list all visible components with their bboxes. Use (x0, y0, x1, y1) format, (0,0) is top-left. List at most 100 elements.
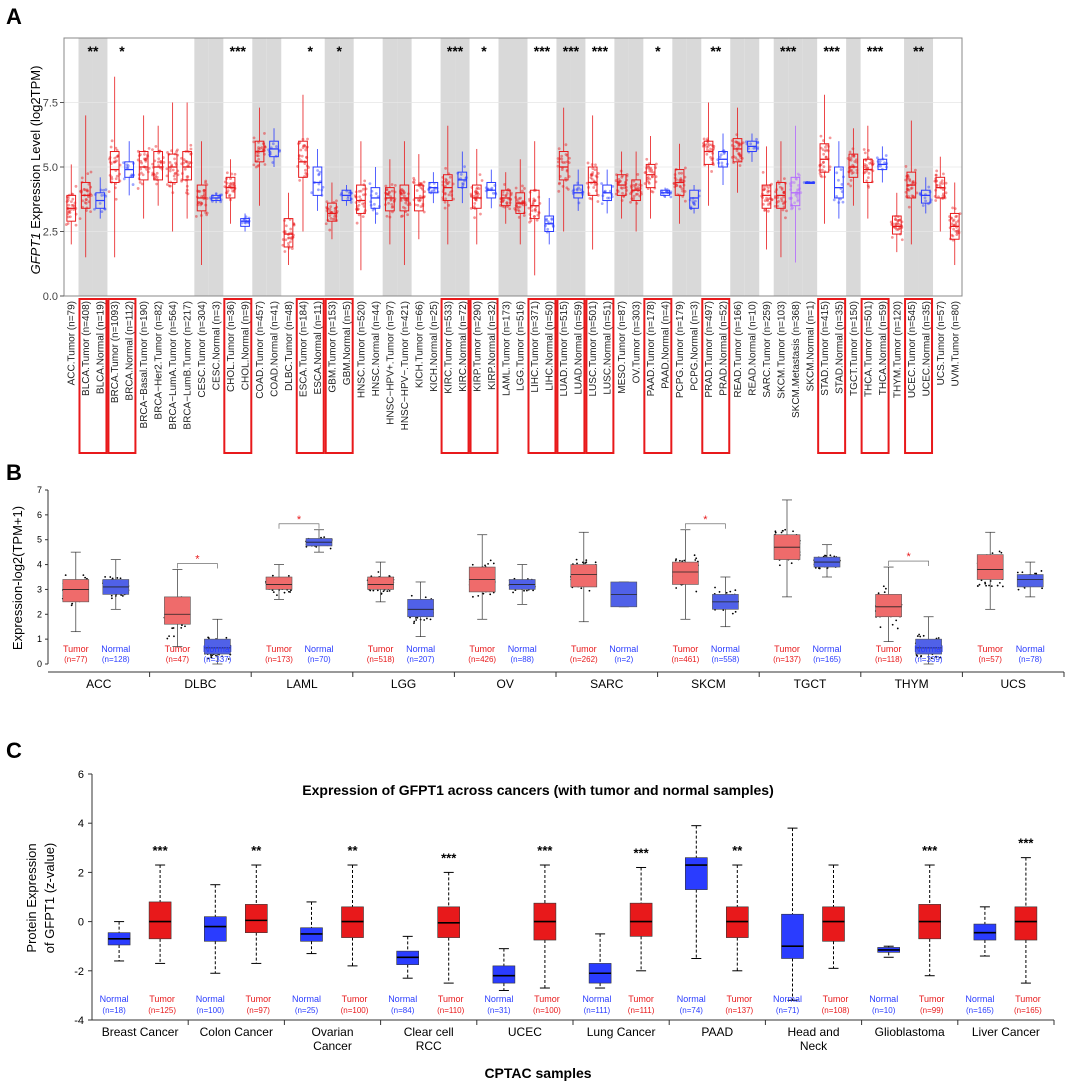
jitter-point (357, 213, 361, 217)
jitter-point (883, 161, 886, 165)
jitter-point (921, 204, 925, 207)
jitter-point (918, 191, 922, 195)
jitter-point (173, 172, 177, 176)
jitter-point (988, 584, 990, 587)
jitter-point (374, 192, 378, 195)
jitter-point (115, 155, 119, 159)
panel-c-ylabel-line2: of GFPT1 (z-value) (42, 843, 57, 954)
jitter-point (919, 635, 922, 638)
jitter-point (459, 173, 463, 176)
jitter-point (71, 602, 74, 605)
jitter-point (915, 654, 918, 656)
x-tick-label: BLCA.Normal (n=19) (96, 301, 107, 394)
tumor-label: Tumor (774, 644, 800, 654)
highlight-box (223, 298, 253, 454)
normal-label: Normal (1016, 644, 1045, 654)
jitter-point (185, 160, 189, 164)
jitter-point (678, 185, 682, 189)
jitter-point (125, 163, 129, 167)
jitter-point (636, 186, 640, 189)
y-tick-label: 0.0 (43, 291, 58, 303)
jitter-point (328, 228, 332, 232)
jitter-point (449, 191, 452, 194)
jitter-point (835, 195, 839, 198)
box (570, 564, 598, 588)
jitter-point (171, 168, 175, 172)
jitter-point (767, 186, 770, 190)
jitter-point (504, 194, 508, 198)
jitter-point (693, 199, 697, 203)
tumor-count: (n=165) (1014, 1006, 1042, 1015)
jitter-point (825, 148, 829, 152)
normal-label: Normal (304, 644, 333, 654)
x-tick-label: MESO.Tumor (n=87) (617, 301, 628, 394)
jitter-point (1041, 587, 1044, 590)
normal-label: Normal (869, 994, 898, 1004)
jitter-point (647, 181, 651, 185)
jitter-point (423, 195, 426, 198)
y-tick-label: 7.5 (43, 98, 58, 110)
jitter-point (563, 160, 567, 164)
jitter-point (944, 181, 948, 185)
jitter-point (978, 583, 981, 586)
jitter-point (157, 151, 161, 155)
jitter-point (909, 187, 913, 190)
box (976, 554, 1004, 580)
jitter-point (650, 168, 654, 172)
jitter-point (290, 237, 294, 241)
cancer-label: LGG (391, 677, 416, 691)
jitter-point (794, 193, 798, 197)
jitter-point (1017, 588, 1020, 591)
jitter-point (221, 655, 224, 658)
x-tick-label: ACC.Tumor (n=79) (67, 301, 78, 385)
jitter-point (263, 132, 266, 135)
jitter-point (911, 181, 915, 185)
jitter-point (1016, 571, 1019, 574)
jitter-point (303, 144, 307, 148)
jitter-point (891, 623, 894, 626)
jitter-point (256, 154, 260, 158)
jitter-point (588, 589, 591, 592)
jitter-point (796, 188, 799, 192)
tumor-label: Tumor (628, 994, 654, 1004)
x-tick-label: UCEC.Tumor (n=545) (907, 301, 918, 398)
jitter-point (577, 186, 580, 190)
jitter-point (513, 207, 517, 210)
jitter-point (445, 179, 448, 182)
jitter-point (346, 195, 350, 199)
jitter-point (121, 595, 124, 597)
jitter-point (256, 164, 260, 168)
jitter-point (828, 165, 832, 169)
jitter-point (737, 142, 741, 146)
jitter-point (375, 212, 379, 216)
jitter-point (648, 177, 652, 181)
jitter-point (588, 197, 592, 200)
jitter-point (228, 193, 232, 197)
jitter-point (738, 153, 741, 157)
jitter-point (824, 155, 828, 159)
jitter-point (159, 161, 163, 165)
jitter-point (211, 654, 214, 657)
jitter-point (290, 589, 292, 592)
x-tick-label: READ.Normal (n=10) (747, 301, 758, 396)
jitter-point (557, 182, 561, 186)
jitter-point (560, 168, 564, 171)
jitter-point (896, 219, 900, 223)
jitter-point (1040, 570, 1043, 572)
jitter-point (1021, 571, 1024, 574)
jitter-point (737, 152, 740, 156)
jitter-point (941, 194, 945, 198)
highlight-box (440, 298, 470, 454)
panel-a-ylabel-rest: Expression Level (log2TPM) (28, 66, 43, 233)
jitter-point (362, 193, 365, 197)
jitter-point (501, 200, 505, 204)
x-tick-label: THYM.Tumor (n=120) (892, 301, 903, 398)
jitter-point (674, 559, 677, 562)
jitter-point (471, 563, 474, 566)
jitter-point (184, 159, 188, 163)
jitter-point (645, 157, 649, 161)
jitter-point (205, 211, 209, 215)
jitter-point (107, 190, 111, 193)
tumor-label: Tumor (438, 994, 464, 1004)
jitter-point (718, 591, 721, 593)
